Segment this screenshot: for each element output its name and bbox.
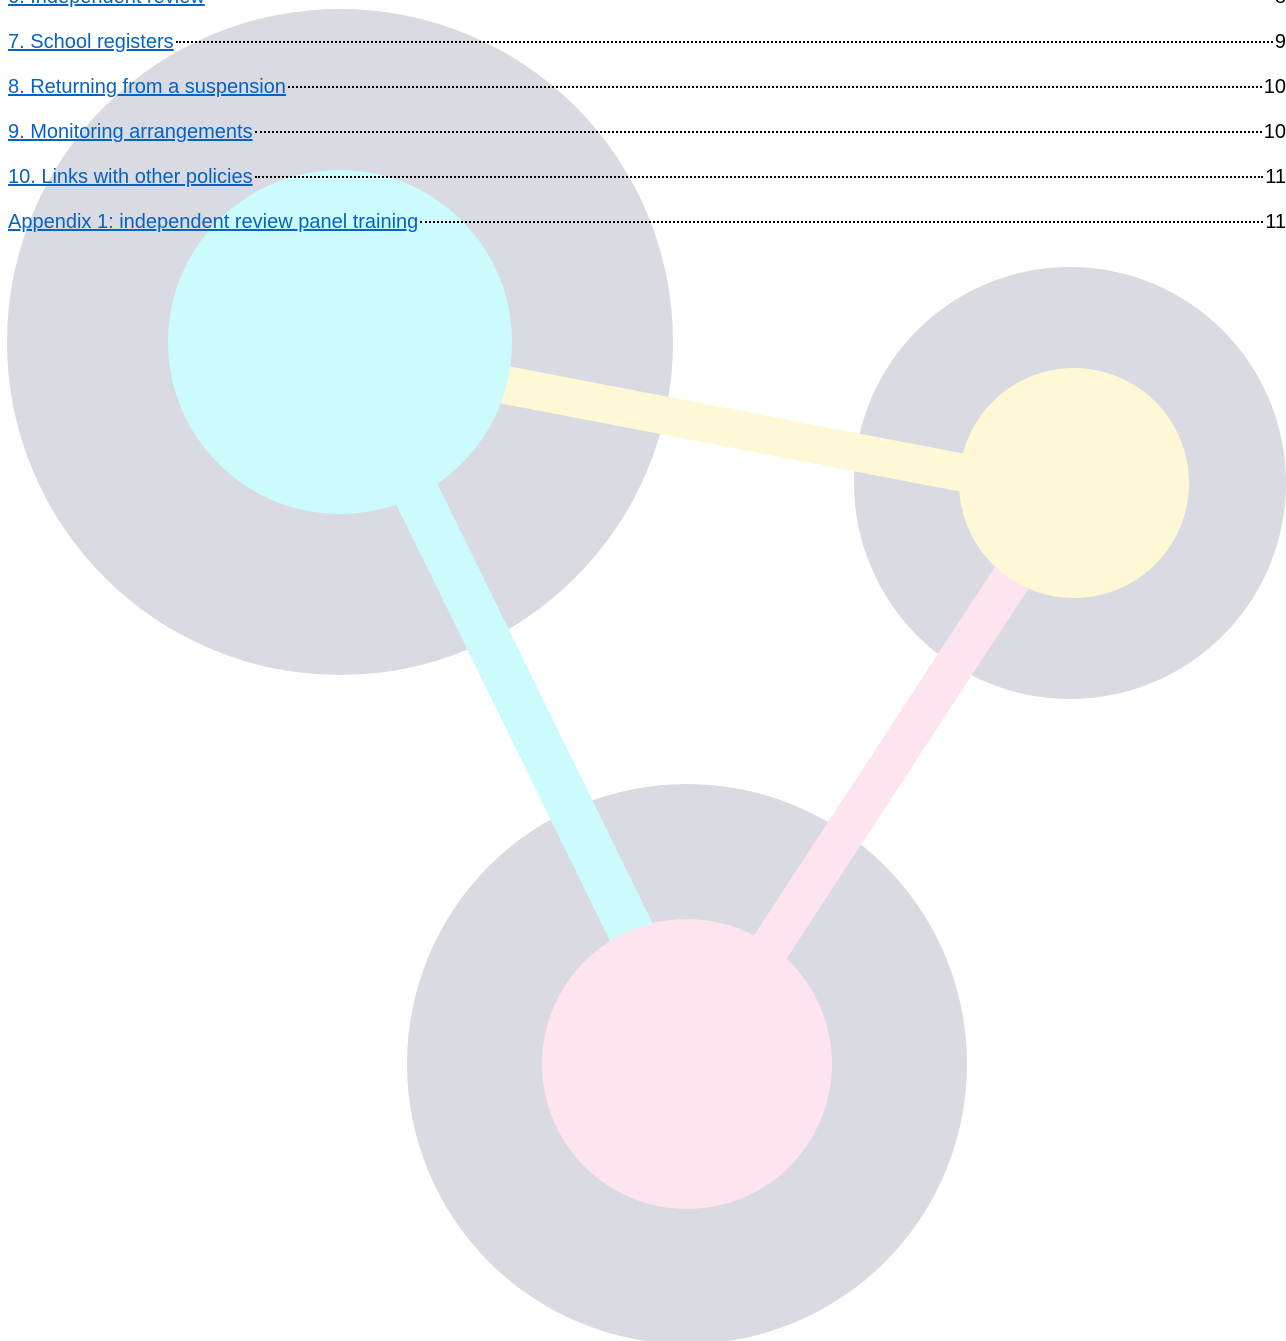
toc-row: 8. Returning from a suspension 10 (8, 69, 1286, 114)
page-number: 8 (1275, 0, 1286, 15)
toc-row: 6. Independent review 8 (8, 0, 1286, 24)
toc-row: 7. School registers 9 (8, 24, 1286, 69)
toc-link[interactable]: 9. Monitoring arrangements (8, 114, 253, 150)
yellow-circle (959, 368, 1189, 598)
toc-link[interactable]: 10. Links with other policies (8, 159, 253, 195)
toc-link[interactable]: Appendix 1: independent review panel tra… (8, 204, 418, 240)
page-number: 11 (1265, 159, 1286, 195)
page-number: 10 (1264, 114, 1286, 150)
page-number: 10 (1264, 69, 1286, 105)
page: {"toc": {"entries": [ {"label": "6. Inde… (0, 0, 1286, 1341)
toc-row: Appendix 1: independent review panel tra… (8, 204, 1286, 249)
table-of-contents: 6. Independent review 8 7. School register… (8, 0, 1286, 249)
toc-link[interactable]: 6. Independent review (8, 0, 205, 15)
dot-leader (420, 221, 1263, 223)
toc-link[interactable]: 8. Returning from a suspension (8, 69, 286, 105)
toc-row: 10. Links with other policies 11 (8, 159, 1286, 204)
dot-leader (176, 41, 1273, 43)
dot-leader (255, 176, 1264, 178)
toc-link[interactable]: 7. School registers (8, 24, 174, 60)
page-number: 11 (1265, 204, 1286, 240)
dot-leader (255, 131, 1262, 133)
pink-circle (542, 919, 832, 1209)
page-number: 9 (1275, 24, 1286, 60)
dot-leader (288, 86, 1262, 88)
toc-row: 9. Monitoring arrangements 10 (8, 114, 1286, 159)
